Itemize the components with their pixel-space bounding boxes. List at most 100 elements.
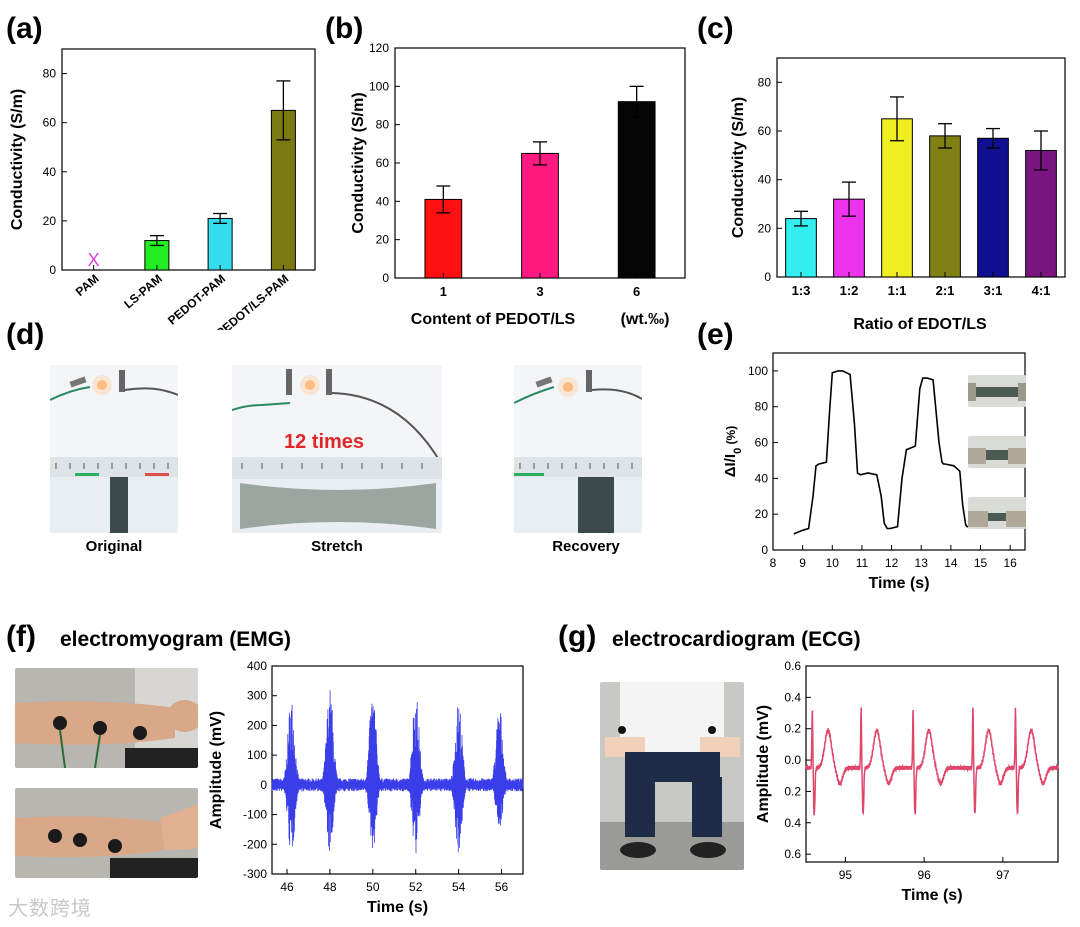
plot-frame — [776, 57, 1066, 278]
y-axis-label: Conductivity (S/m) — [350, 92, 367, 233]
x-tick-label: 1:2 — [840, 283, 859, 298]
y-tick-label: 0.6 — [784, 847, 801, 861]
response-curve — [793, 370, 971, 535]
caption-stretch: Stretch — [311, 538, 363, 555]
photo-original-drawing — [50, 365, 178, 533]
x-tick-label: 3:1 — [984, 283, 1003, 298]
x-tick-label: 8 — [770, 556, 777, 570]
x-tick-label: 4:1 — [1032, 283, 1051, 298]
panel-g-title: electrocardiogram (ECG) — [612, 628, 861, 651]
y-axis-label: Conductivity (S/m) — [9, 89, 26, 230]
x-tick-label: 14 — [944, 556, 958, 570]
bar-6 — [617, 101, 656, 279]
photo-stretch: 12 times — [232, 365, 442, 533]
y-tick-label: 100 — [247, 748, 267, 762]
y-tick-label: 0 — [260, 778, 267, 792]
x-tick-label: 3 — [536, 284, 543, 299]
y-tick-label: 20 — [43, 214, 57, 228]
x-tick-label: 52 — [409, 880, 423, 894]
y-tick-label: 80 — [376, 118, 390, 132]
panel-g-letter: (g) — [558, 620, 597, 653]
y-tick-label: 20 — [758, 221, 772, 235]
plot-frame — [805, 665, 1059, 863]
y-tick-label: 0.0 — [784, 753, 801, 767]
y-tick-label: 300 — [247, 689, 267, 703]
chart-f-emg-signal: 46 48 50 52 54 56 -300 -200 -100 0 100 200 300 400 Tim… — [208, 659, 524, 916]
x-tick-label: PEDOT-PAM — [165, 272, 228, 328]
y-tick-label: 120 — [369, 41, 389, 55]
photo-emg-open-hand — [15, 788, 198, 878]
panel-c-letter: (c) — [697, 12, 734, 45]
photo-original — [50, 365, 178, 533]
panel-f-title: electromyogram (EMG) — [60, 628, 292, 651]
bar-PEDOT-PAM — [207, 217, 233, 271]
y-tick-label: 0.2 — [784, 722, 801, 736]
y-tick-label: 60 — [758, 124, 772, 138]
stretch-label: 12 times — [284, 431, 365, 453]
panel-f-letter: (f) — [6, 620, 36, 653]
x-tick-label: 15 — [974, 556, 988, 570]
emg-trace — [271, 690, 524, 854]
x-tick-label: 13 — [915, 556, 929, 570]
photo-recovery — [514, 365, 642, 533]
y-tick-label: 40 — [43, 165, 57, 179]
panel-b-letter: (b) — [325, 12, 364, 45]
y-tick-label: 0 — [382, 271, 389, 285]
y-tick-label: 40 — [376, 194, 390, 208]
y-tick-label: 80 — [758, 75, 772, 89]
x-tick-label: 1:3 — [792, 283, 811, 298]
x-tick-label: 9 — [799, 556, 806, 570]
x-tick-label: 48 — [323, 880, 337, 894]
y-tick-label: 0.2 — [784, 784, 801, 798]
photo-e-stretch-3 — [968, 497, 1026, 529]
x-tick-label: 54 — [452, 880, 466, 894]
bar-3 — [521, 152, 559, 279]
y-tick-label: 80 — [43, 67, 57, 81]
x-tick-label: 10 — [826, 556, 840, 570]
bar-1:3 — [785, 218, 817, 278]
y-tick-label: 60 — [43, 116, 57, 130]
y-tick-label: 100 — [748, 364, 768, 378]
y-axis-label: Amplitude (mV) — [208, 711, 225, 829]
photo-recovery-drawing — [514, 365, 642, 533]
chart-b-conductivity-by-content: 0 20 40 60 80 100 120 1 3 6 Conductivity (S/m) Cont… — [350, 41, 686, 328]
ecg-trace — [805, 707, 1059, 816]
y-tick-label: 40 — [758, 173, 772, 187]
y-tick-label: 60 — [376, 156, 390, 170]
x-axis-label: Ratio of EDOT/LS — [853, 316, 987, 333]
y-tick-label: 0.4 — [784, 816, 801, 830]
x-tick-label: 16 — [1003, 556, 1017, 570]
y-label-unit: (%) — [724, 426, 738, 448]
photo-emg-fist — [15, 668, 198, 768]
bar-4:1 — [1025, 149, 1057, 278]
y-tick-label: 0 — [49, 263, 56, 277]
y-tick-label: 100 — [369, 79, 389, 93]
chart-c-conductivity-by-ratio: 0 20 40 60 80 1:3 1:2 1:1 2:1 3:1 4:1 Conductivity … — [730, 57, 1066, 333]
y-tick-label: 40 — [755, 471, 769, 485]
y-tick-label: 20 — [376, 233, 390, 247]
x-tick-label: 96 — [917, 868, 931, 882]
x-axis-label: Time (s) — [367, 899, 428, 916]
caption-recovery: Recovery — [552, 538, 620, 555]
panel-d-letter: (d) — [6, 318, 45, 351]
panel-e-letter: (e) — [697, 318, 734, 351]
y-label-main: ΔI/I — [722, 454, 739, 477]
x-tick-label: 12 — [885, 556, 899, 570]
y-tick-label: 200 — [247, 718, 267, 732]
x-tick-label: 1 — [440, 284, 447, 299]
x-tick-label: 97 — [996, 868, 1010, 882]
x-tick-label: 11 — [856, 556, 869, 570]
y-tick-label: -100 — [243, 808, 267, 822]
y-tick-label: 60 — [755, 436, 769, 450]
y-axis-label: ΔI/I0 (%) — [722, 426, 744, 477]
missing-marker: X — [88, 250, 100, 270]
panel-a-letter: (a) — [6, 12, 43, 45]
y-axis-label: Amplitude (mV) — [755, 705, 772, 823]
caption-original: Original — [85, 538, 143, 555]
bar-2:1 — [929, 135, 961, 278]
watermark: 大数跨境 — [8, 896, 92, 920]
y-axis-label: Conductivity (S/m) — [730, 97, 747, 238]
x-tick-label: 46 — [280, 880, 294, 894]
y-tick-label: 80 — [755, 400, 769, 414]
